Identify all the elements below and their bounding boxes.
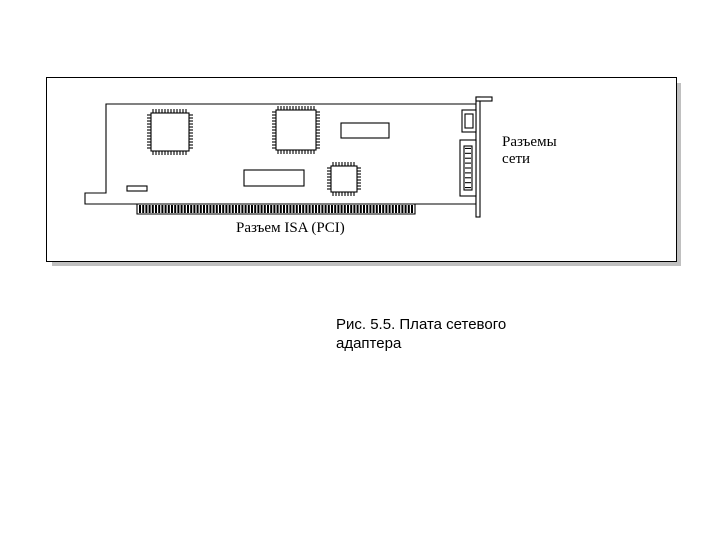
network-connectors-label: Разъемы сети — [502, 134, 557, 169]
network-connectors-label-line1: Разъемы — [502, 134, 557, 150]
network-connectors-label-line2: сети — [502, 151, 530, 167]
network-card-diagram — [0, 0, 720, 540]
figure-caption: Рис. 5.5. Плата сетевого адаптера — [336, 316, 556, 354]
isa-connector-label: Разъем ISA (PCI) — [236, 220, 345, 237]
